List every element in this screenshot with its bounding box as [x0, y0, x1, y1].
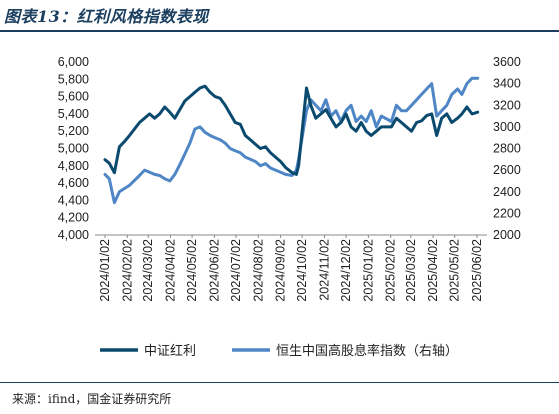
y-left-tick-label: 5,600	[58, 90, 89, 104]
x-tick-label: 2024/08/02	[251, 239, 265, 302]
x-tick-label: 2025/04/02	[426, 239, 440, 302]
y-right-tick-label: 3600	[493, 55, 521, 69]
legend-label-csi-dividend: 中证红利	[144, 343, 196, 359]
y-right-tick-label: 2400	[493, 185, 521, 199]
y-left-tick-label: 5,000	[58, 142, 89, 156]
x-tick-label: 2024/02/02	[120, 239, 134, 302]
x-tick-label: 2025/02/02	[384, 239, 398, 302]
y-right-tick-label: 2200	[493, 206, 521, 220]
x-tick-label: 2024/11/02	[317, 239, 331, 301]
y-left-tick-label: 4,800	[58, 159, 89, 173]
title-rule	[0, 30, 559, 32]
figure-title: 图表13：红利风格指数表现	[4, 7, 209, 26]
x-tick-label: 2025/06/02	[470, 239, 484, 302]
x-tick-label: 2025/05/02	[448, 239, 462, 302]
source-note: 来源：ifind，国金证券研究所	[12, 392, 172, 406]
y-left-tick-label: 5,800	[58, 72, 89, 86]
y-left-tick-label: 4,200	[58, 211, 89, 225]
series-line-hs-high-dividend	[103, 76, 480, 205]
x-tick-label: 2024/07/02	[229, 239, 243, 302]
x-tick-label: 2025/01/02	[361, 239, 375, 302]
y-right-tick-label: 2600	[493, 163, 521, 177]
x-tick-label: 2024/09/02	[274, 239, 288, 302]
line-chart: 4,000 4,200 4,400 4,600 4,800 5,000 5,200 5,400…	[58, 55, 521, 359]
x-tick-label: 2024/05/02	[185, 239, 199, 302]
x-tick-label: 2024/10/02	[295, 239, 309, 302]
footer-rule	[0, 382, 559, 383]
y-left-tick-label: 4,400	[58, 193, 89, 207]
y-right-tick-label: 2800	[493, 142, 521, 156]
y-left-tick-label: 6,000	[58, 55, 89, 69]
series-line-csi-dividend	[103, 84, 480, 176]
x-tick-label: 2024/04/02	[163, 239, 177, 302]
legend-label-hs-high-dividend: 恒生中国高股息率指数（右轴）	[276, 343, 458, 359]
y-left-tick-label: 5,400	[58, 107, 89, 121]
x-tick-label: 2024/01/02	[98, 239, 112, 302]
y-left-tick-label: 5,200	[58, 124, 89, 138]
y-right-tick-label: 3200	[493, 98, 521, 112]
y-left-tick-label: 4,600	[58, 176, 89, 190]
y-right-tick-label: 3000	[493, 120, 521, 134]
y-right-tick-label: 2000	[493, 228, 521, 242]
x-tick-label: 2025/03/02	[404, 239, 418, 302]
y-right-tick-label: 3400	[493, 77, 521, 91]
x-tick-label: 2024/03/02	[141, 239, 155, 302]
y-left-tick-label: 4,000	[58, 228, 89, 242]
x-tick-label: 2024/06/02	[207, 239, 221, 302]
x-tick-label: 2024/12/02	[339, 239, 353, 302]
